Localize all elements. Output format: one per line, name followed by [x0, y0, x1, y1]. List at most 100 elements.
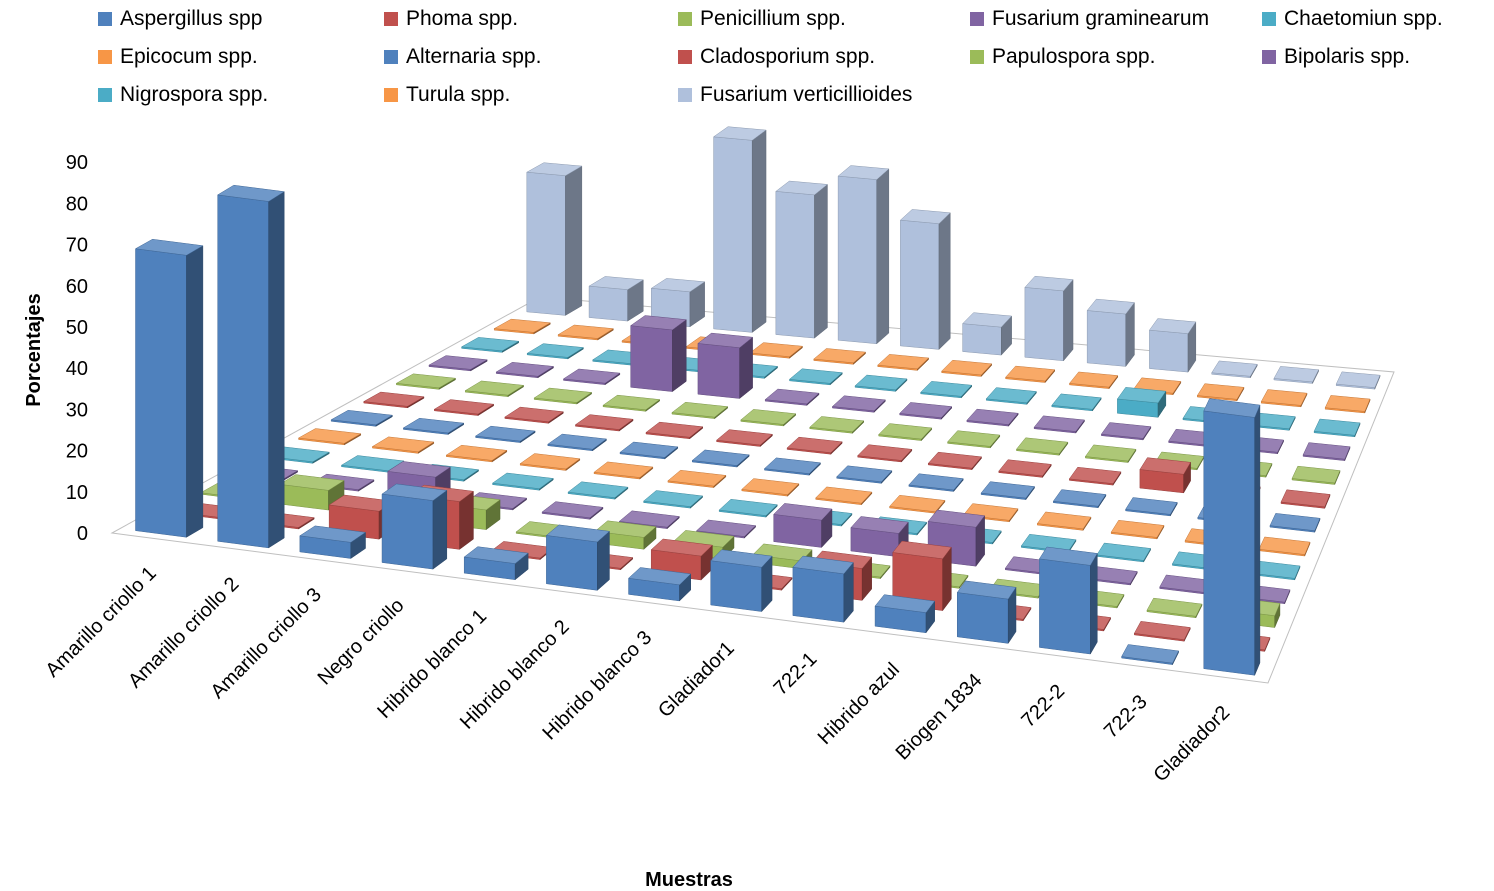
bar	[505, 407, 563, 423]
bar	[858, 445, 912, 462]
bar	[1197, 384, 1244, 401]
bar	[429, 356, 487, 371]
bar	[1261, 390, 1307, 407]
bar	[879, 424, 932, 441]
bar	[568, 482, 628, 499]
bar	[1101, 423, 1150, 440]
bar	[575, 415, 633, 431]
bar	[921, 381, 972, 398]
bar	[434, 400, 493, 416]
bar	[1111, 520, 1164, 539]
bar	[832, 396, 885, 413]
bar	[1087, 299, 1134, 366]
bar	[396, 374, 455, 390]
y-tick-label: 90	[66, 152, 88, 174]
x-tick-label: 722-3	[1100, 691, 1152, 743]
bar	[878, 354, 929, 370]
x-tick-label: Gladiador2	[1150, 702, 1235, 787]
bar	[1212, 361, 1258, 378]
x-tick-label: Negro criollo	[314, 594, 409, 689]
bar	[714, 127, 766, 333]
bar	[594, 462, 653, 479]
bar	[493, 473, 554, 490]
bar	[1016, 438, 1067, 455]
bar	[1126, 498, 1178, 516]
bar	[855, 375, 907, 391]
bar	[875, 595, 935, 633]
bar	[603, 395, 660, 411]
bar	[403, 418, 463, 434]
bar	[465, 381, 523, 397]
bar	[646, 422, 703, 439]
bar	[299, 429, 361, 445]
bar	[546, 525, 609, 590]
bar	[764, 458, 820, 475]
bar	[765, 389, 819, 405]
bar	[816, 487, 872, 505]
bar	[1037, 512, 1091, 530]
bar	[1140, 458, 1191, 493]
bar	[1097, 543, 1151, 562]
bar	[1270, 513, 1320, 532]
bar	[1034, 416, 1084, 433]
y-tick-label: 10	[66, 482, 88, 504]
y-axis-title: Porcentajes	[23, 293, 45, 406]
x-axis-title: Muestras	[645, 869, 733, 891]
bar	[774, 503, 832, 547]
bar	[534, 388, 591, 404]
bar	[948, 431, 1000, 448]
bar	[999, 460, 1051, 478]
bar	[1069, 372, 1117, 389]
bar	[136, 239, 203, 537]
y-tick-label: 50	[66, 317, 88, 339]
bar	[698, 333, 753, 398]
bar	[928, 452, 981, 469]
bar	[364, 392, 424, 408]
bar	[787, 437, 842, 454]
bar	[548, 434, 607, 451]
bar	[838, 166, 889, 344]
bar	[1281, 490, 1330, 509]
bar	[372, 437, 433, 453]
bar	[1053, 490, 1106, 508]
bar	[810, 416, 864, 433]
bar	[520, 454, 580, 471]
bar	[742, 479, 799, 497]
bar	[719, 499, 777, 517]
bar	[750, 343, 803, 359]
bar	[462, 337, 519, 352]
bar	[1117, 387, 1165, 417]
bar	[1134, 621, 1190, 641]
bar	[527, 163, 582, 316]
bar	[1069, 467, 1121, 485]
x-tick-label: 722-1	[770, 648, 822, 700]
bar	[1006, 366, 1055, 382]
bar	[963, 313, 1012, 355]
bar	[814, 348, 866, 364]
bar	[1292, 466, 1340, 484]
bar	[589, 276, 643, 321]
bar	[1052, 394, 1101, 411]
bar	[644, 491, 703, 509]
bar	[1147, 598, 1202, 618]
bar	[776, 181, 828, 338]
bar	[629, 567, 691, 600]
bar	[672, 402, 728, 418]
bar	[986, 388, 1036, 405]
y-tick-label: 0	[77, 523, 88, 545]
bar	[620, 442, 678, 459]
x-tick-label: Hibrido azul	[814, 659, 904, 749]
bar	[837, 466, 892, 484]
bar	[1122, 644, 1179, 664]
bar	[789, 369, 842, 385]
y-tick-label: 70	[66, 235, 88, 257]
bar	[1039, 547, 1097, 654]
x-tick-label: Biogen 1834	[892, 669, 987, 764]
bar	[942, 360, 992, 376]
x-tick-label: Gladiador1	[654, 637, 739, 722]
bar	[981, 482, 1034, 500]
bar	[476, 426, 535, 442]
bar	[793, 556, 853, 622]
y-tick-label: 40	[66, 358, 88, 380]
